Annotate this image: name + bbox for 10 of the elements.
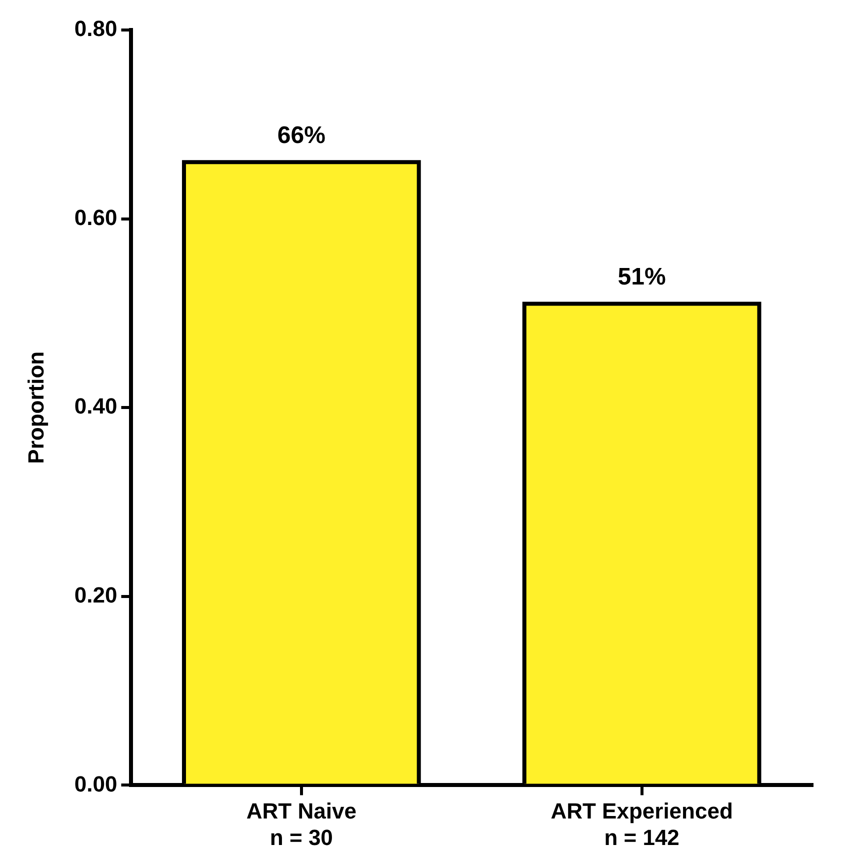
x-tick-label: ART Naive n = 30 [246, 798, 356, 850]
y-tick-label: 0.40 [74, 394, 118, 419]
y-tick-label: 0.80 [74, 16, 118, 42]
data-label: 51% [618, 263, 666, 290]
y-tick-label: 0.00 [74, 771, 118, 796]
x-tick-label: ART Experienced n = 142 [550, 798, 733, 850]
data-label: 66% [277, 122, 326, 149]
y-tick-label: 0.20 [74, 582, 118, 608]
y-axis-title: Proportion [23, 351, 48, 464]
y-tick-label: 0.60 [74, 204, 118, 230]
